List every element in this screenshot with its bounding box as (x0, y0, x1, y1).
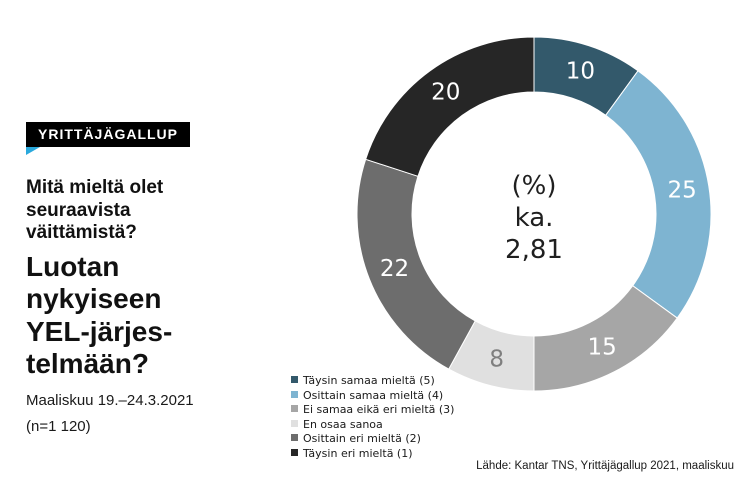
legend-label: Ei samaa eikä eri mieltä (3) (303, 403, 455, 417)
legend-item: Täysin samaa mieltä (5) (291, 374, 454, 389)
legend-swatch (291, 448, 298, 456)
legend-label: En osaa sanoa (303, 417, 383, 431)
legend-swatch (291, 390, 298, 398)
left-column: YRITTÄJÄGALLUP Mitä mieltä olet seuraavi… (26, 122, 296, 435)
donut-segment (605, 70, 712, 319)
legend-swatch (291, 419, 298, 427)
segment-value-label: 8 (489, 346, 504, 372)
center-average-value: 2,81 (505, 235, 563, 265)
legend-label: Täysin eri mieltä (1) (303, 446, 413, 460)
legend-label: Osittain samaa mieltä (4) (303, 388, 444, 402)
legend-item: Osittain eri mieltä (2) (291, 432, 454, 447)
question-line: seuraavista (26, 199, 131, 221)
title-line: Luotan (26, 250, 120, 282)
segment-value-label: 20 (431, 80, 460, 106)
survey-question: Mitä mieltä olet seuraavista väittämistä… (26, 177, 296, 245)
legend-label: Osittain eri mieltä (2) (303, 432, 421, 446)
segment-value-label: 25 (668, 178, 697, 204)
brand-badge: YRITTÄJÄGALLUP (26, 122, 190, 147)
center-average-label: ka. (514, 203, 554, 233)
badge-fold-triangle (26, 147, 40, 155)
legend-item: Täysin eri mieltä (1) (291, 447, 454, 462)
legend-swatch (291, 376, 298, 383)
question-line: väittämistä? (26, 222, 137, 243)
title-line: nykyiseen (26, 283, 162, 314)
legend-swatch (291, 434, 298, 442)
donut-chart: 10 25 15 8 22 20 (356, 36, 712, 392)
donut-center-label: (%) ka. 2,81 (414, 170, 654, 266)
title-line: YEL-järjes- (26, 315, 173, 347)
segment-value-label: 15 (587, 335, 616, 361)
title-line: telmään? (26, 348, 149, 379)
legend: Täysin samaa mieltä (5) Osittain samaa m… (291, 374, 454, 462)
legend-item: En osaa sanoa (291, 418, 454, 433)
survey-period: Maaliskuu 19.–24.3.2021 (26, 391, 194, 409)
segment-value-label: 22 (380, 256, 409, 282)
legend-item: Ei samaa eikä eri mieltä (3) (291, 403, 454, 418)
source-note: Lähde: Kantar TNS, Yrittäjägallup 2021, … (476, 460, 734, 472)
legend-label: Täysin samaa mieltä (5) (303, 374, 435, 387)
legend-item: Osittain samaa mieltä (4) (291, 389, 454, 404)
segment-value-label: 10 (566, 58, 595, 84)
sample-size: (n=1 120) (26, 417, 91, 435)
question-line: Mitä mieltä olet (26, 177, 164, 198)
center-unit: (%) (511, 171, 557, 201)
legend-swatch (291, 405, 298, 413)
donut-segment (365, 36, 535, 177)
statement-title: Luotan nykyiseen YEL-järjes- telmään? (26, 251, 296, 381)
